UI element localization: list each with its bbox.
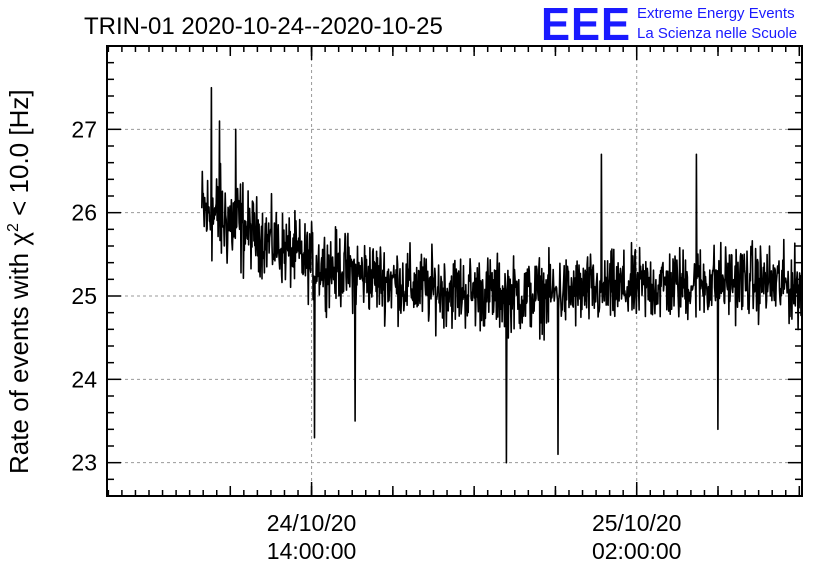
y-tick-label: 26 [71,200,97,226]
eee-logo-mark: EEE [541,0,631,50]
x-tick-label-time: 02:00:00 [592,538,682,564]
plot-frame [106,45,803,497]
y-axis-label: Rate of events with χ2 < 10.0 [Hz] [4,89,34,474]
series-line-0 [201,86,802,464]
x-tick-label-date: 25/10/20 [592,510,682,536]
series-layer [201,86,802,464]
x-tick-label-date: 24/10/20 [267,510,357,536]
y-tick-label: 23 [71,450,97,476]
y-tick-label: 27 [71,116,97,142]
y-axis-label-suffix: < 10.0 [Hz] [4,89,34,223]
eee-logo-line2: La Scienza nelle Scuole [637,25,797,42]
eee-logo-line1: Extreme Energy Events [637,5,795,22]
y-axis-label-superscript: 2 [5,223,22,232]
y-axis-label-prefix: Rate of events with [4,246,34,474]
y-tick-label: 24 [71,366,97,392]
eee-logo: EEE Extreme Energy Events La Scienza nel… [541,0,797,50]
x-tick-label-time: 14:00:00 [267,538,357,564]
chart-title: TRIN-01 2020-10-24--2020-10-25 [84,13,443,40]
y-tick-label: 25 [71,283,97,309]
y-axis-label-chi: χ [4,232,34,246]
